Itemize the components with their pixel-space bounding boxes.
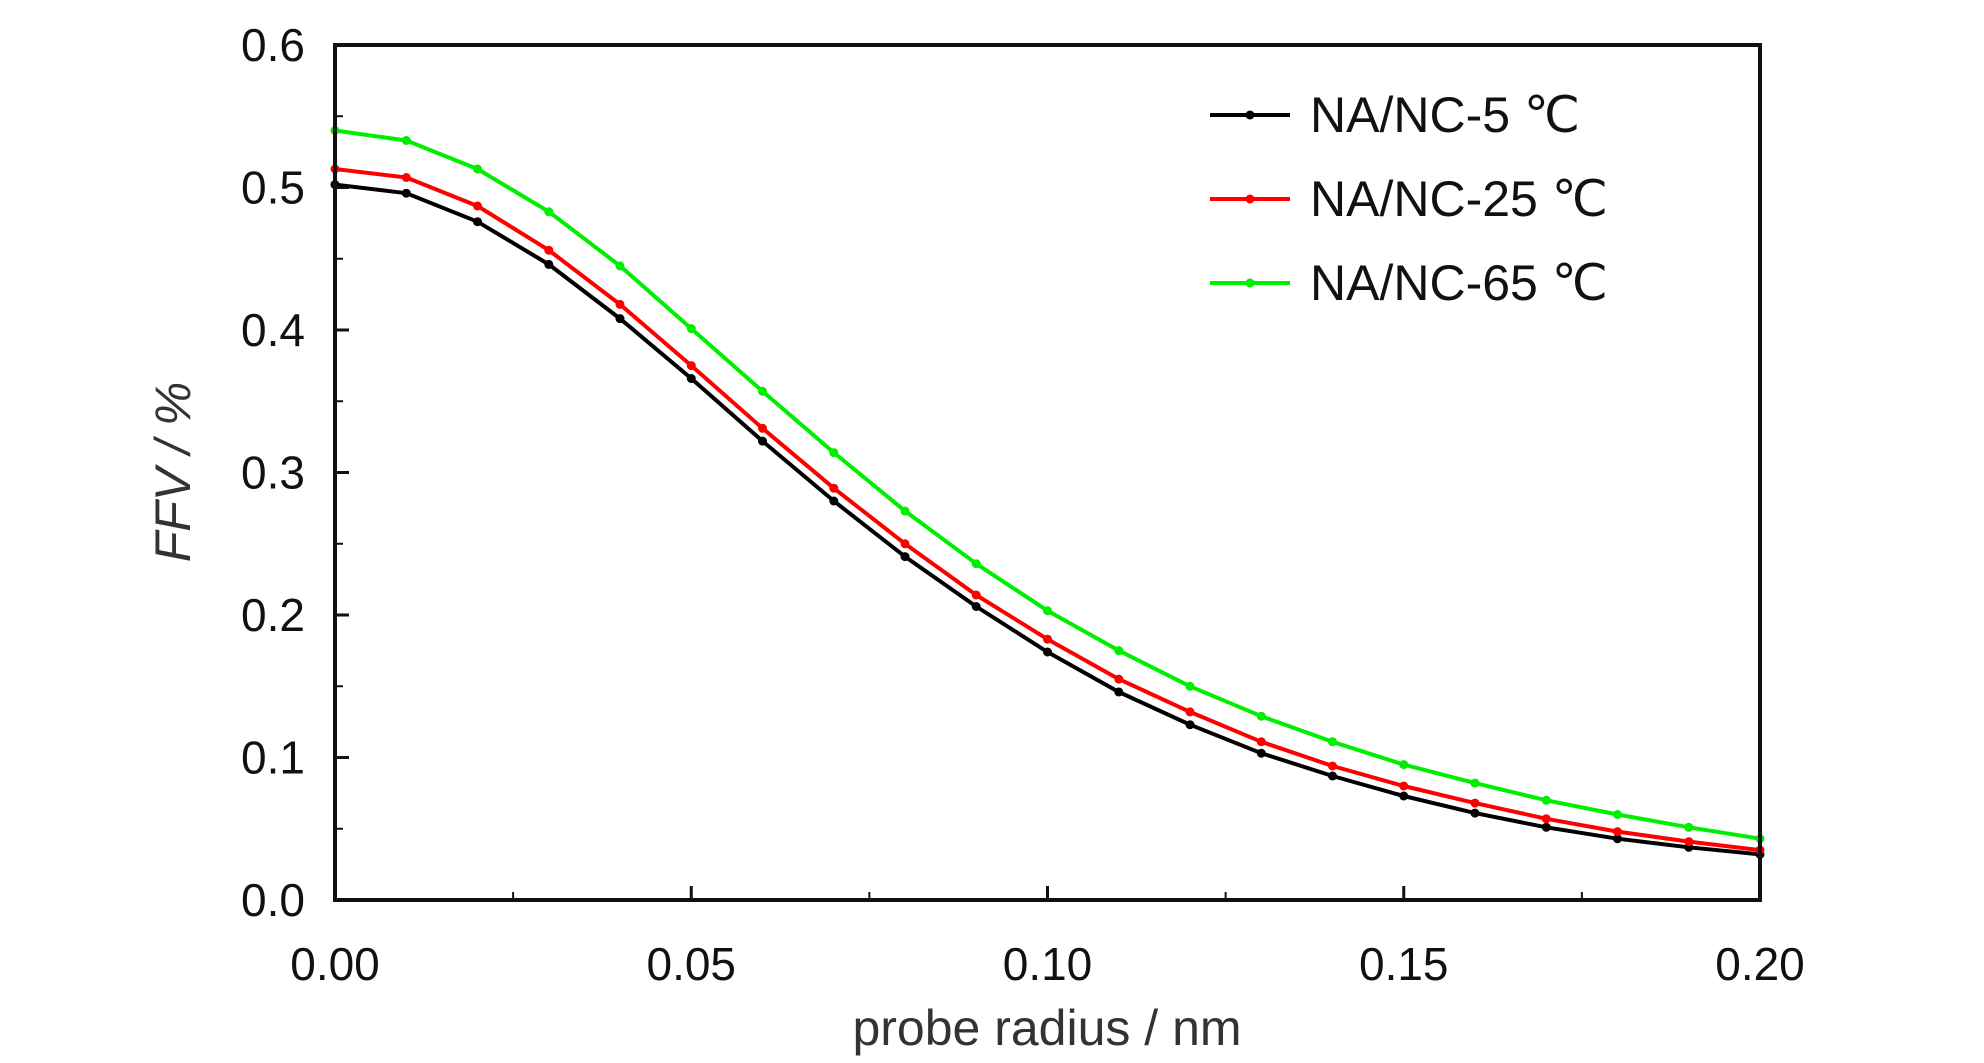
data-point bbox=[1684, 837, 1694, 847]
data-point bbox=[1256, 711, 1266, 721]
y-tick-label: 0.6 bbox=[241, 19, 305, 71]
data-point bbox=[1541, 822, 1551, 832]
x-tick-label: 0.05 bbox=[646, 938, 736, 990]
data-point bbox=[1114, 687, 1124, 697]
data-point bbox=[1043, 606, 1052, 616]
data-point bbox=[1114, 646, 1124, 656]
data-point bbox=[829, 496, 839, 506]
data-point bbox=[544, 259, 554, 269]
data-point bbox=[473, 201, 482, 211]
data-point bbox=[758, 423, 767, 433]
data-point bbox=[1185, 707, 1195, 717]
y-tick-label: 0.5 bbox=[241, 162, 305, 214]
data-point bbox=[971, 559, 981, 569]
data-point bbox=[615, 299, 625, 309]
data-point bbox=[1613, 827, 1622, 837]
data-point bbox=[615, 314, 625, 324]
data-point bbox=[1185, 720, 1195, 730]
x-tick-label: 0.20 bbox=[1715, 938, 1805, 990]
y-tick-label: 0.1 bbox=[241, 732, 305, 784]
data-point bbox=[615, 261, 625, 271]
data-point bbox=[401, 188, 411, 198]
data-point bbox=[544, 245, 554, 255]
data-point bbox=[829, 483, 839, 493]
x-axis: 0.00 0.05 0.10 0.15 0.20 bbox=[290, 886, 1805, 990]
data-point bbox=[686, 324, 696, 334]
legend-swatch-marker bbox=[1245, 194, 1255, 204]
data-point bbox=[829, 448, 839, 458]
data-point bbox=[1114, 674, 1124, 684]
data-point bbox=[473, 164, 482, 174]
data-point bbox=[1185, 681, 1195, 691]
data-point bbox=[1541, 814, 1551, 824]
data-point bbox=[1399, 781, 1409, 791]
legend: NA/NC-5 ℃ NA/NC-25 ℃ NA/NC-65 ℃ bbox=[1210, 87, 1608, 311]
data-point bbox=[1470, 808, 1480, 818]
series-line-2 bbox=[334, 128, 1761, 841]
legend-swatch-marker bbox=[1245, 110, 1255, 120]
data-point bbox=[900, 552, 910, 562]
y-axis-title: FFV / % bbox=[145, 382, 201, 563]
data-point bbox=[1684, 822, 1694, 832]
x-tick-label: 0.10 bbox=[1003, 938, 1093, 990]
data-point bbox=[1541, 795, 1551, 805]
y-tick-label: 0.0 bbox=[241, 874, 305, 926]
data-point bbox=[401, 136, 411, 145]
x-tick-label: 0.00 bbox=[290, 938, 380, 990]
data-point bbox=[686, 374, 696, 383]
data-point bbox=[1328, 737, 1337, 747]
data-point bbox=[401, 173, 411, 182]
data-point bbox=[473, 217, 482, 227]
data-point bbox=[900, 539, 910, 549]
legend-swatch-marker bbox=[1245, 278, 1255, 288]
y-tick-label: 0.4 bbox=[241, 304, 305, 356]
data-point bbox=[1328, 761, 1337, 771]
x-axis-title: probe radius / nm bbox=[852, 1000, 1241, 1056]
data-point bbox=[971, 602, 981, 611]
y-tick-label: 0.3 bbox=[241, 447, 305, 499]
data-point bbox=[1613, 834, 1622, 844]
data-point bbox=[1256, 748, 1266, 758]
data-point bbox=[1256, 737, 1266, 747]
data-point bbox=[900, 506, 910, 516]
data-point bbox=[1470, 798, 1480, 808]
data-point bbox=[544, 207, 554, 217]
data-point bbox=[1613, 810, 1622, 819]
chart-marks bbox=[330, 126, 1765, 859]
y-axis: 0.0 0.1 0.2 0.3 0.4 0.5 0.6 bbox=[241, 19, 349, 926]
data-point bbox=[1470, 778, 1480, 788]
data-point bbox=[686, 361, 696, 371]
data-point bbox=[1328, 771, 1337, 781]
data-point bbox=[1043, 634, 1052, 644]
data-point bbox=[758, 436, 767, 446]
legend-label: NA/NC-25 ℃ bbox=[1310, 171, 1608, 227]
legend-label: NA/NC-5 ℃ bbox=[1310, 87, 1580, 143]
data-point bbox=[1043, 647, 1052, 657]
legend-label: NA/NC-65 ℃ bbox=[1310, 255, 1608, 311]
y-tick-label: 0.2 bbox=[241, 589, 305, 641]
data-point bbox=[1399, 760, 1409, 770]
data-point bbox=[971, 590, 981, 600]
x-tick-label: 0.15 bbox=[1359, 938, 1449, 990]
data-point bbox=[1399, 791, 1409, 801]
data-point bbox=[758, 386, 767, 396]
